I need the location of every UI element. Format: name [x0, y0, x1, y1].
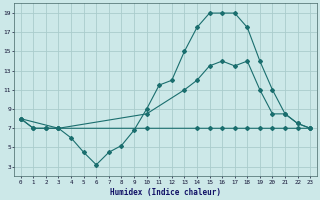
X-axis label: Humidex (Indice chaleur): Humidex (Indice chaleur) — [110, 188, 221, 197]
